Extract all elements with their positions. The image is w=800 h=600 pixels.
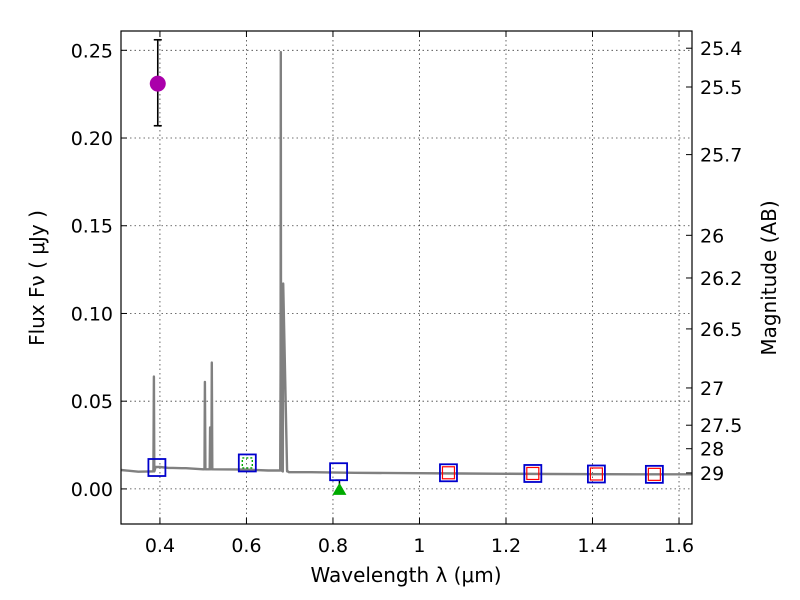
x-tick-label: 1.4 [577,535,607,557]
plot-frame [120,30,693,525]
x-axis-label: Wavelength λ (μm) [310,563,501,587]
y2-tick-label: 25.7 [700,145,742,167]
model-photometry-marker [523,464,543,483]
y2-tick-label: 25.5 [700,77,742,99]
x-tick-label: 1.2 [491,535,521,557]
series-layer [120,38,692,495]
y-axis-label: Flux Fν ( μJy ) [25,210,49,346]
x-tick-label: 1 [413,535,425,557]
x-tick-label: 1.6 [664,535,694,557]
model-photometry-marker [147,458,167,477]
x-tick-label: 0.6 [231,535,261,557]
model-photometry-red-marker [441,466,456,480]
y-tick-label: 0.05 [71,391,113,413]
model-photometry-marker [644,464,664,484]
y2-tick-label: 26 [700,225,724,247]
y2-tick-label: 26.2 [700,268,742,290]
y-tick-label: 0.10 [71,303,113,325]
y-tick-label: 0.15 [71,216,113,238]
y2-tick-label: 28 [700,439,724,461]
y-tick-label: 0.25 [71,40,113,62]
model-photometry-marker [237,453,257,473]
grid-layer [121,31,692,524]
model-photometry-red-marker [589,467,604,481]
model-photometry-marker [439,463,458,483]
y-tick-label: 0.20 [71,128,113,150]
model-photometry-red-marker [647,467,661,481]
y2-tick-label: 26.5 [700,319,742,341]
model-photometry-green-marker [241,457,254,469]
model-sed-line [120,50,692,476]
y2-tick-label: 27.5 [700,415,742,437]
x-tick-label: 0.8 [318,535,348,557]
model-photometry-marker [587,464,606,484]
y2-tick-label: 29 [700,463,724,485]
model-photometry-red-marker [526,466,540,481]
upper-limit-marker [332,482,347,495]
y2-axis-label: Magnitude (AB) [757,200,781,355]
tick-layer: 0.4 0.6 0.8 1 1.2 1.4 1.6 0.00 0.05 0.10 0.15 0.20 0… [71,31,742,557]
y2-tick-label: 25.4 [700,38,742,60]
y-tick-label: 0.00 [71,479,113,501]
observed-marker [149,75,166,92]
model-photometry-marker [329,462,348,482]
x-tick-label: 0.4 [145,535,175,557]
y2-tick-label: 27 [700,378,724,400]
